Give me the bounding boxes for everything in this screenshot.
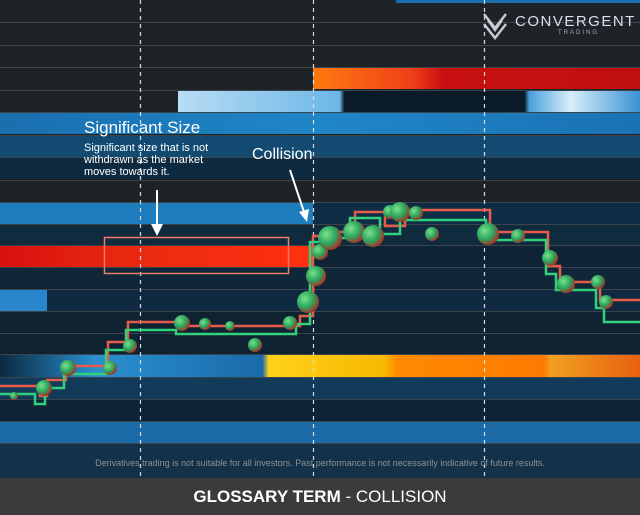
bubble: [409, 206, 423, 220]
annotation-title: Collision: [252, 146, 313, 163]
logo-chevron: [487, 19, 503, 33]
footer: GLOSSARY TERM - COLLISION: [0, 478, 640, 515]
band: [0, 290, 47, 311]
bubble: [362, 225, 384, 247]
bubble: [10, 392, 18, 400]
bubble: [248, 338, 262, 352]
annotation-title: Significant Size: [84, 118, 201, 137]
bubble: [591, 275, 605, 289]
footer-separator: -: [345, 487, 352, 506]
bubble: [477, 223, 499, 245]
heatmap: [0, 0, 640, 478]
band: [0, 312, 640, 333]
bubble: [542, 250, 558, 266]
band: [0, 444, 640, 478]
bubble: [343, 221, 365, 243]
band: [0, 158, 640, 179]
band: [47, 290, 640, 311]
bubble: [557, 275, 575, 293]
band: [0, 113, 640, 134]
bubble: [318, 226, 342, 250]
band: [0, 355, 640, 377]
footer-term: COLLISION: [355, 487, 447, 506]
logo-chevron: [483, 23, 507, 40]
bubble: [174, 315, 190, 331]
logo-icon: [483, 13, 507, 40]
band: [313, 246, 640, 267]
bubble: [36, 380, 52, 396]
arrow: [289, 169, 305, 213]
band: [0, 378, 640, 399]
logo-tagline: TRADING: [558, 30, 599, 36]
bubble: [297, 291, 319, 313]
bubble: [103, 361, 117, 375]
band: [313, 68, 640, 89]
band: [0, 334, 640, 354]
bubble: [199, 318, 211, 330]
disclaimer: Derivatives trading is not suitable for …: [95, 458, 545, 468]
bubble: [283, 316, 297, 330]
band: [0, 400, 640, 421]
band: [178, 91, 640, 112]
band: [0, 136, 640, 157]
row-lines: [0, 22, 640, 444]
bubble: [225, 321, 235, 331]
footer-label: GLOSSARY TERM: [193, 487, 341, 506]
logo-name: CONVERGENT: [515, 13, 636, 30]
bubble: [306, 266, 326, 286]
annotation-text: Significant size that is not withdrawn a…: [84, 142, 209, 178]
band: [0, 422, 640, 443]
band: [0, 246, 313, 267]
band: [396, 0, 640, 3]
highlight-box: [103, 236, 290, 275]
arrow-head: [299, 209, 309, 222]
bubble: [511, 229, 525, 243]
arrow-head: [151, 224, 163, 236]
bubble: [599, 295, 613, 309]
bubble: [425, 227, 439, 241]
trade-bubbles: [10, 202, 613, 400]
bubble: [123, 339, 137, 353]
bubble: [390, 202, 410, 222]
bubble: [60, 360, 76, 376]
arrows: [151, 169, 309, 236]
